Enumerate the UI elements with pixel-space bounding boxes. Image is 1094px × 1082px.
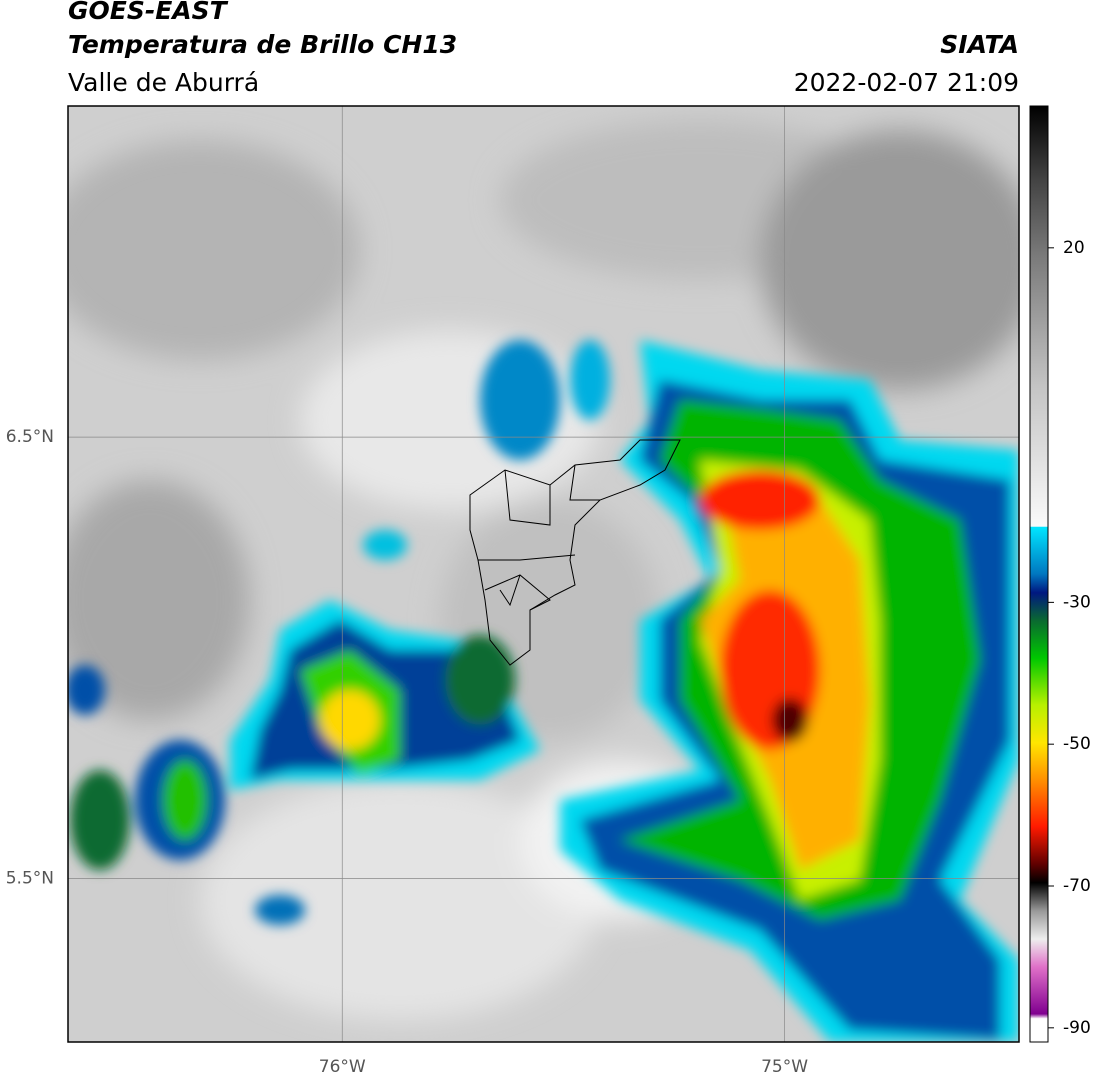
y-tick-label: 6.5°N (6, 427, 54, 447)
satellite-image (68, 106, 1019, 1042)
colorbar-tick-label: -30 (1063, 592, 1091, 612)
y-tick-label: 5.5°N (6, 869, 54, 889)
x-tick-label: 75°W (761, 1057, 808, 1077)
source: SIATA (940, 30, 1019, 59)
subtitle: Temperatura de Brillo CH13 (68, 30, 457, 59)
colorbar (1029, 105, 1049, 1043)
grid (68, 106, 1019, 1042)
colorbar-tick-label: -90 (1063, 1018, 1091, 1038)
region: Valle de Aburrá (68, 68, 259, 97)
map-frame (67, 105, 1020, 1043)
datetime: 2022-02-07 21:09 (794, 68, 1019, 97)
x-tick-label: 76°W (319, 1057, 366, 1077)
colorbar-tick-label: -50 (1063, 734, 1091, 754)
title: GOES-EAST (68, 0, 229, 25)
colorbar-tick-label: -70 (1063, 876, 1091, 896)
colorbar-tick-label: 20 (1063, 238, 1085, 258)
